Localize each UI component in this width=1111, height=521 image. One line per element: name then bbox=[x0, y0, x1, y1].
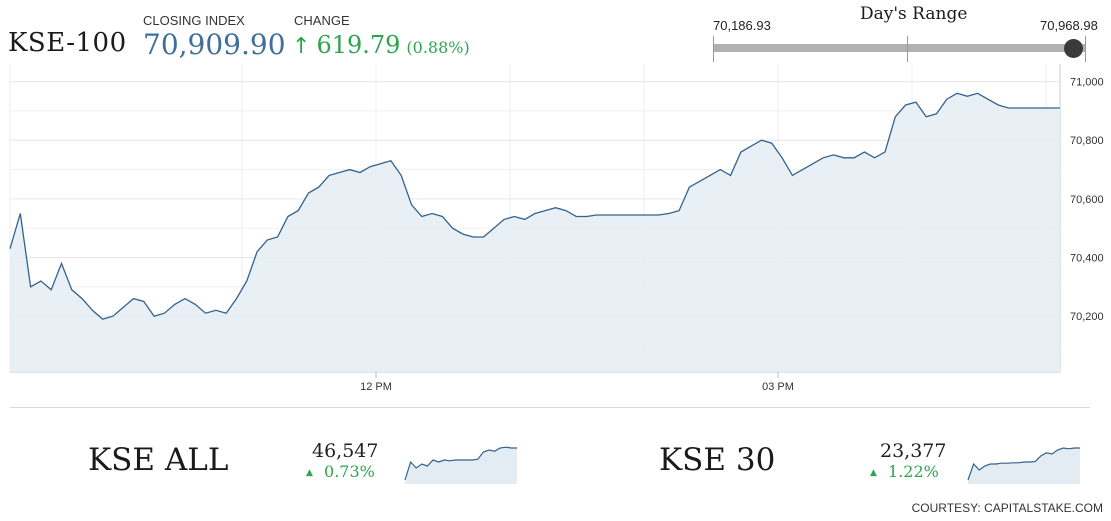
range-start-tick bbox=[713, 36, 714, 62]
kse-all-value: 46,547 bbox=[312, 440, 379, 462]
days-range-title: Day's Range bbox=[860, 4, 968, 24]
kse-all-change: 0.73% bbox=[324, 462, 375, 481]
change-caption: CHANGE bbox=[294, 13, 350, 28]
sparkline-line bbox=[967, 447, 1080, 481]
days-range-low: 70,186.93 bbox=[713, 18, 771, 33]
x-tick-label: 12 PM bbox=[360, 381, 392, 393]
kse-all-sparkline bbox=[404, 446, 517, 484]
x-tick-label: 03 PM bbox=[762, 381, 794, 393]
range-end-tick bbox=[1085, 36, 1086, 62]
closing-index-value: 70,909.90 bbox=[143, 28, 286, 61]
days-range-high: 70,968.98 bbox=[1040, 18, 1098, 33]
y-tick-label: 70,800 bbox=[1070, 135, 1104, 147]
kse-all-up-icon: ▲ bbox=[306, 468, 313, 478]
change-percent: (0.88%) bbox=[406, 38, 470, 57]
y-tick-label: 71,000 bbox=[1070, 77, 1104, 89]
change-block: ↑ 619.79 (0.88%) bbox=[292, 31, 470, 59]
index-name: KSE-100 bbox=[8, 28, 127, 58]
sparkline-line bbox=[404, 446, 517, 481]
kse-30-value: 23,377 bbox=[880, 440, 947, 462]
kse-30-change: 1.22% bbox=[888, 462, 939, 481]
kse100-intraday-chart: 70,200 70,400 70,600 70,800 71,000 12 PM 03 P… bbox=[9, 64, 1104, 393]
y-tick-label: 70,400 bbox=[1070, 253, 1104, 265]
sparkline-fill bbox=[405, 447, 517, 484]
kse-30-name: KSE 30 bbox=[659, 442, 776, 478]
price-area-fill bbox=[10, 93, 1060, 373]
section-divider bbox=[10, 407, 1090, 408]
range-mid-tick bbox=[907, 36, 908, 62]
courtesy-credit: COURTESY: CAPITALSTAKE.COM bbox=[911, 501, 1103, 515]
change-value: 619.79 bbox=[316, 31, 401, 59]
y-tick-label: 70,600 bbox=[1070, 194, 1104, 206]
sparkline-fill bbox=[968, 448, 1080, 484]
up-arrow-icon: ↑ bbox=[292, 34, 311, 59]
kse-30-up-icon: ▲ bbox=[870, 468, 877, 478]
days-range-marker bbox=[1064, 39, 1083, 58]
days-range-bar bbox=[713, 44, 1086, 52]
closing-index-caption: CLOSING INDEX bbox=[143, 13, 245, 28]
price-line bbox=[9, 92, 1060, 320]
y-tick-label: 70,200 bbox=[1070, 311, 1104, 323]
kse-all-name: KSE ALL bbox=[88, 442, 229, 478]
kse-30-sparkline bbox=[967, 447, 1080, 484]
